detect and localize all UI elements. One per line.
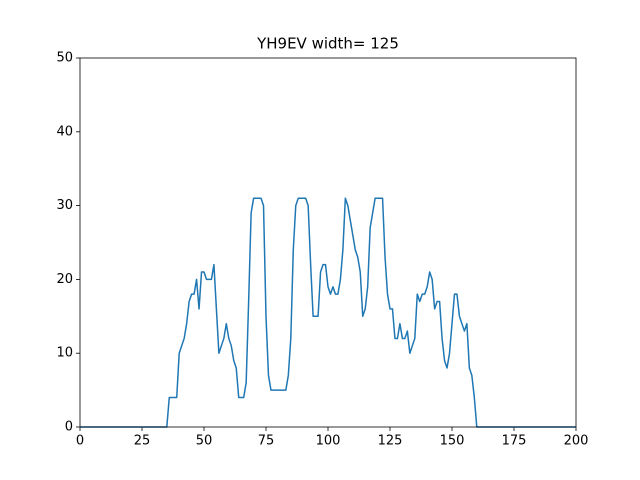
x-tick-label: 50 — [196, 434, 213, 449]
x-tick-label: 25 — [134, 434, 151, 449]
x-tick-label: 0 — [76, 434, 84, 449]
y-tick-label: 20 — [56, 272, 73, 287]
x-tick-label: 150 — [440, 434, 465, 449]
x-tick-label: 125 — [378, 434, 403, 449]
y-tick-label: 10 — [56, 346, 73, 361]
y-tick-label: 50 — [56, 51, 73, 66]
y-tick-label: 40 — [56, 124, 73, 139]
chart-title: YH9EV width= 125 — [256, 35, 399, 53]
plot-frame — [79, 57, 577, 428]
y-tick-label: 30 — [56, 198, 73, 213]
x-tick-label: 200 — [564, 434, 589, 449]
x-tick-label: 175 — [502, 434, 527, 449]
y-tick-label: 0 — [65, 420, 73, 435]
x-tick-label: 75 — [258, 434, 275, 449]
data-line — [80, 197, 576, 428]
x-tick-label: 100 — [316, 434, 341, 449]
